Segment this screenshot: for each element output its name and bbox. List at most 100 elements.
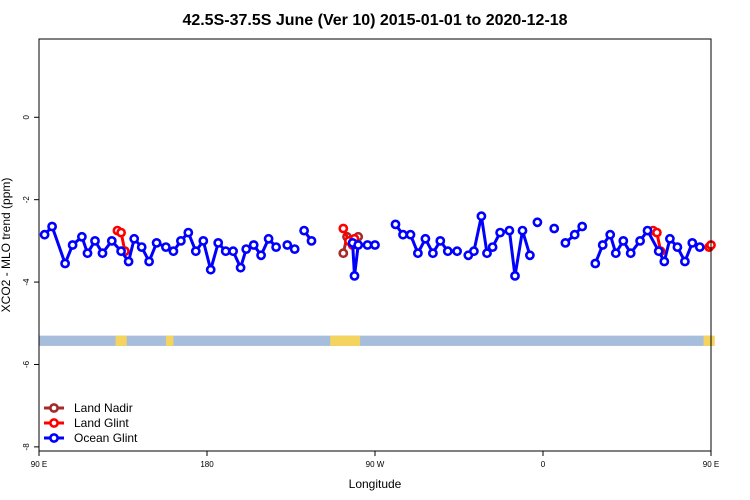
x-tick-label-2: 90 W xyxy=(366,460,385,469)
ocean-glint-point xyxy=(39,229,50,240)
legend-marker-land-nadir xyxy=(49,403,59,413)
legend-label-land-nadir: Land Nadir xyxy=(74,401,133,415)
y-tick-label-3: -6 xyxy=(22,360,31,368)
ocean-glint-point xyxy=(116,246,126,257)
ocean-glint-point xyxy=(349,270,360,281)
ocean-glint-point xyxy=(605,229,616,240)
ocean-glint-point xyxy=(495,227,505,238)
ocean-glint-point xyxy=(653,246,664,257)
ocean-glint-point xyxy=(129,233,140,244)
ocean-glint-point xyxy=(487,242,498,252)
ocean-glint-point xyxy=(353,240,364,250)
ocean-glint-point xyxy=(642,225,653,236)
legend-label-land-glint: Land Glint xyxy=(74,416,129,430)
chart-title: 42.5S-37.5S June (Ver 10) 2015-01-01 to … xyxy=(182,12,567,29)
land-ocean-band xyxy=(39,335,715,346)
ocean-glint-point xyxy=(635,235,645,246)
ocean-glint-point xyxy=(90,235,100,246)
ocean-glint-point xyxy=(435,235,446,246)
land-nadir-point xyxy=(338,248,349,259)
ocean-glint-point xyxy=(517,225,528,236)
land-glint-point xyxy=(652,227,662,238)
ocean-glint-point xyxy=(398,229,408,240)
ocean-glint-point xyxy=(306,235,317,246)
ocean-glint-point xyxy=(618,235,629,246)
ocean-glint-point xyxy=(482,248,492,259)
ocean-glint-point xyxy=(183,227,194,238)
ocean-glint-point xyxy=(510,270,520,281)
land-band-segment-1 xyxy=(165,335,174,346)
ocean-glint-point xyxy=(271,242,281,252)
ocean-glint-point xyxy=(610,248,621,259)
ocean-glint-point xyxy=(60,258,70,269)
x-axis: 90 E 180 90 W 0 90 E xyxy=(31,451,719,469)
ocean-glint-point xyxy=(569,229,580,240)
ocean-glint-point xyxy=(597,240,608,250)
ocean-glint-point xyxy=(151,237,162,248)
ocean-glint-point xyxy=(289,244,300,254)
legend-label-ocean-glint: Ocean Glint xyxy=(74,431,138,445)
ocean-glint-point xyxy=(665,233,675,244)
x-tick-label-0: 90 E xyxy=(31,460,47,469)
ocean-glint-point xyxy=(205,264,216,275)
x-tick-label-1: 180 xyxy=(200,460,214,469)
ocean-glint-point xyxy=(577,221,588,232)
ocean-glint-point xyxy=(136,242,147,252)
ocean-glint-point xyxy=(532,217,543,228)
y-tick-label-2: -4 xyxy=(22,278,31,286)
ocean-glint-point xyxy=(390,219,401,230)
ocean-glint-point xyxy=(123,256,134,267)
y-tick-label-0: 0 xyxy=(22,115,31,120)
y-axis: 0 -2 -4 -6 -8 xyxy=(22,115,39,451)
x-axis-label: Longitude xyxy=(349,477,402,491)
ocean-glint-point xyxy=(672,242,683,252)
ocean-glint-point xyxy=(47,221,57,232)
ocean-glint-point xyxy=(282,240,293,250)
land-glint-point xyxy=(338,223,349,234)
ocean-glint-point xyxy=(687,237,698,248)
ocean-glint-point xyxy=(680,256,690,267)
series-layer xyxy=(39,211,716,281)
legend-marker-ocean-glint xyxy=(49,433,59,443)
ocean-glint-point xyxy=(504,225,515,236)
ocean-glint-point xyxy=(476,211,487,222)
ocean-glint-point xyxy=(625,248,636,259)
ocean-glint-point xyxy=(256,250,266,261)
ocean-glint-point xyxy=(235,262,246,273)
y-tick-label-1: -2 xyxy=(22,196,31,204)
ocean-glint-point xyxy=(590,258,601,269)
ocean-glint-point xyxy=(412,248,423,259)
ocean-glint-point xyxy=(525,250,535,261)
land-band-segment-0 xyxy=(115,335,127,346)
ocean-glint-point xyxy=(168,246,179,257)
ocean-band xyxy=(39,335,711,346)
ocean-glint-point xyxy=(190,246,201,257)
land-band-segment-3 xyxy=(703,335,715,346)
ocean-glint-point xyxy=(67,240,78,250)
ocean-glint-point xyxy=(442,246,453,257)
ocean-glint-line-5 xyxy=(467,214,532,278)
legend-marker-land-glint xyxy=(49,418,59,428)
ocean-glint-point xyxy=(694,242,705,252)
ocean-glint-point xyxy=(362,240,373,250)
ocean-glint-point xyxy=(106,235,117,246)
y-tick-label-4: -8 xyxy=(22,443,31,451)
ocean-glint-point xyxy=(427,248,438,259)
ocean-glint-point xyxy=(213,237,224,248)
ocean-glint-point xyxy=(160,242,171,252)
ocean-glint-point xyxy=(420,233,431,244)
ocean-glint-point xyxy=(228,246,238,257)
ocean-glint-point xyxy=(263,233,274,244)
ocean-glint-point xyxy=(659,256,670,267)
y-axis-label: XCO2 - MLO trend (ppm) xyxy=(0,178,13,313)
ocean-glint-point xyxy=(549,223,560,234)
ocean-glint-point xyxy=(468,246,479,257)
ocean-glint-point xyxy=(248,240,259,250)
land-band-segment-2 xyxy=(330,335,361,346)
ocean-glint-point xyxy=(560,237,571,248)
ocean-glint-point xyxy=(77,231,87,242)
ocean-glint-point xyxy=(241,244,252,254)
ocean-glint-point xyxy=(97,248,108,259)
